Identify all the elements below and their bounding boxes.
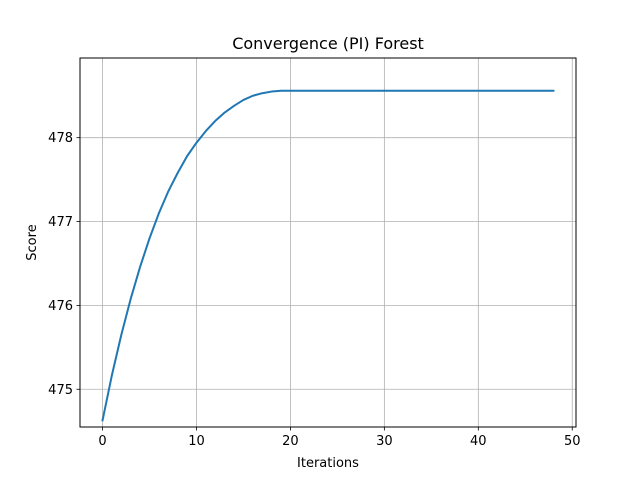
y-tick-label: 477 (48, 215, 73, 230)
grid-lines (80, 58, 576, 427)
series-line (101, 89, 555, 422)
x-tick-label: 40 (470, 434, 487, 449)
axis-ticks: 0 10 20 30 40 50 475 476 477 478 (48, 131, 580, 449)
chart-title: Convergence (PI) Forest (232, 34, 424, 53)
y-tick-label: 478 (48, 131, 73, 146)
y-tick-label: 476 (48, 299, 73, 314)
axes-frame (79, 57, 577, 428)
x-tick-label: 50 (564, 434, 581, 449)
y-axis-label: Score (25, 224, 40, 260)
x-tick-label: 30 (376, 434, 393, 449)
x-tick-label: 10 (188, 434, 205, 449)
x-tick-label: 20 (282, 434, 299, 449)
x-axis-label: Iterations (297, 456, 359, 471)
x-tick-label: 0 (98, 434, 106, 449)
plot-area (101, 89, 555, 422)
y-tick-label: 475 (48, 383, 73, 398)
